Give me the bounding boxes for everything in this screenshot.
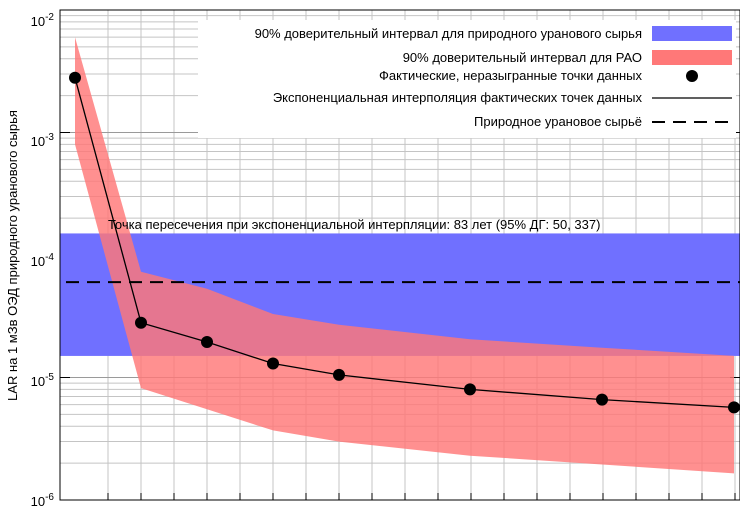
- y-tick-label: 10-3: [31, 132, 55, 149]
- legend-label-uranium-band: 90% доверительный интервал для природног…: [255, 26, 642, 41]
- y-tick-label: 10-5: [31, 372, 55, 389]
- legend-swatch-uranium-band: [652, 26, 732, 41]
- y-tick-labels: 10-6 10-5 10-4 10-3 10-2: [31, 12, 55, 509]
- legend: 90% доверительный интервал для природног…: [198, 20, 736, 138]
- y-axis-label-container: LAR на 1 мЗв ОЭД природного уранового сы…: [2, 40, 22, 470]
- y-axis-label: LAR на 1 мЗв ОЭД природного уранового сы…: [4, 109, 20, 401]
- y-tick-label: 10-4: [31, 252, 55, 269]
- legend-background: [198, 20, 736, 138]
- data-point: [333, 368, 345, 381]
- legend-label-rao-band: 90% доверительный интервал для РАО: [403, 50, 642, 65]
- legend-label-natural-uranium: Природное урановое сырьё: [474, 114, 642, 129]
- data-point: [135, 316, 147, 329]
- bands: [60, 37, 740, 474]
- data-points: [69, 71, 740, 414]
- legend-label-points: Фактические, неразыгранные точки данных: [379, 68, 642, 83]
- data-point: [464, 383, 476, 396]
- data-point: [728, 401, 740, 414]
- rao-confidence-band: [75, 37, 734, 474]
- data-point: [201, 336, 213, 348]
- y-tick-label: 10-2: [31, 12, 55, 29]
- plot-frame: [59, 9, 740, 501]
- data-point: [596, 393, 608, 406]
- legend-swatch-points: [686, 70, 698, 82]
- interpolation-line: [74, 77, 735, 409]
- data-point: [267, 357, 279, 370]
- data-point: [69, 71, 81, 84]
- legend-swatch-rao-band: [652, 50, 732, 65]
- lines: [66, 77, 740, 409]
- legend-label-interpolation: Экспоненциальная интерполяция фактически…: [273, 90, 643, 105]
- intersection-annotation: Точка пересечения при экспоненциальной и…: [108, 217, 600, 232]
- y-tick-label: 10-6: [31, 492, 55, 509]
